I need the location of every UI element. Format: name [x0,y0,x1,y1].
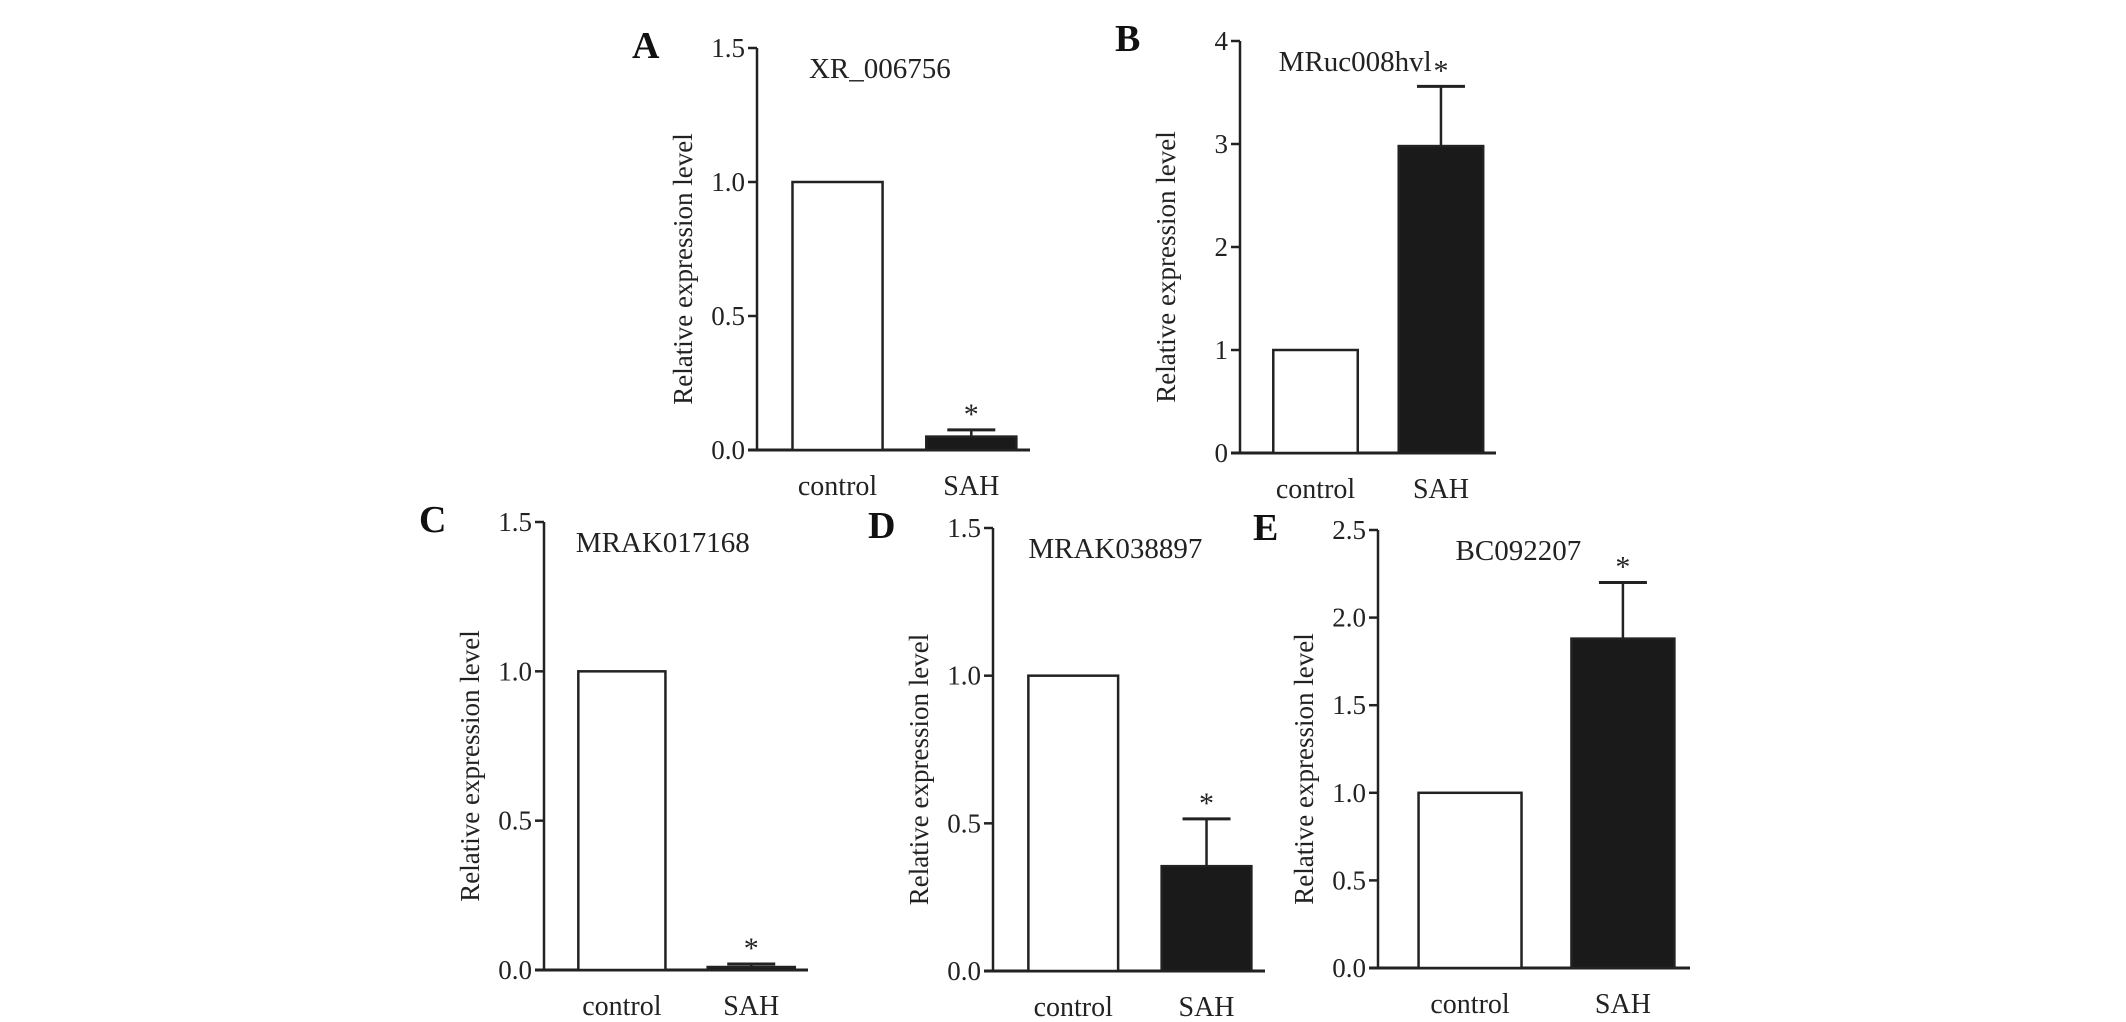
panel-title: BC092207 [1456,535,1582,567]
x-tick-label: control [582,991,662,1022]
y-axis-label: Relative expression level [1289,633,1319,904]
bar-control [1272,348,1360,455]
x-tick-label: control [1034,992,1114,1022]
bar-control [1027,674,1120,973]
bar-control [577,670,667,972]
y-tick-label: 1.5 [498,507,532,537]
y-tick-label: 0.0 [498,955,532,985]
x-tick-label: control [1430,989,1510,1020]
x-tick-label: control [798,471,878,502]
y-axis-label: Relative expression level [904,634,934,905]
significance-marker: * [964,398,979,431]
y-tick-label: 0.0 [947,956,981,986]
y-tick-label: 1 [1215,335,1229,365]
y-tick-label: 2.5 [1332,515,1366,545]
y-tick-label: 0.0 [1332,953,1366,983]
x-tick-label: SAH [1413,474,1469,505]
significance-marker: * [1199,787,1214,820]
y-tick-label: 1.5 [711,33,745,63]
panel-title: MRAK017168 [576,527,750,559]
panel-label: A [632,25,660,67]
y-tick-label: 3 [1215,129,1229,159]
y-tick-label: 0.0 [711,435,745,465]
bar-sah [706,965,797,972]
y-tick-label: 2 [1215,232,1229,262]
panel-title: XR_006756 [809,53,951,85]
panel-b: 0 1 2 3 4 Relative expression level B MRuc008hv… [1115,18,1496,505]
y-tick-label: 0 [1215,438,1229,468]
significance-marker: * [1433,54,1448,87]
bar-sah [1397,144,1485,455]
panel-label: E [1253,507,1278,549]
y-tick-label: 0.5 [1332,865,1366,895]
y-tick-label: 2.0 [1332,603,1366,633]
x-tick-label: control [1276,474,1356,505]
x-tick-label: SAH [723,991,779,1022]
bar-control [1417,791,1523,970]
y-tick-label: 1.0 [1332,778,1366,808]
bar-sah [925,435,1018,452]
bar-sah [1160,864,1253,973]
y-tick-label: 4 [1215,26,1229,56]
y-tick-label: 1.0 [711,167,745,197]
y-axis-label: Relative expression level [455,630,485,901]
bar-sah [1570,637,1676,970]
x-tick-label: SAH [1179,992,1235,1022]
y-axis-label: Relative expression level [1151,131,1181,402]
x-tick-label: SAH [943,471,999,502]
y-tick-label: 1.0 [947,661,981,691]
y-tick-label: 0.5 [947,808,981,838]
y-tick-label: 0.5 [498,806,532,836]
panel-label: C [419,499,446,541]
panel-label: B [1115,18,1140,60]
y-tick-label: 1.5 [947,513,981,543]
y-tick-label: 1.0 [498,656,532,686]
panel-c: 0.0 0.5 1.0 1.5 Relative expression level C MR… [419,499,808,1022]
x-tick-label: SAH [1595,989,1651,1020]
panel-a: 0.0 0.5 1.0 1.5 Relative expression level A XR… [632,25,1030,502]
y-axis-label: Relative expression level [668,133,698,404]
panel-e: 0.0 0.5 1.0 1.5 2.0 2.5 Relative expression le… [1253,507,1690,1020]
significance-marker: * [744,932,759,965]
panel-title: MRuc008hvl [1279,46,1432,78]
panel-title: MRAK038897 [1028,533,1202,565]
panel-d: 0.0 0.5 1.0 1.5 Relative expression level D MR… [868,505,1265,1022]
panel-label: D [868,505,895,547]
y-tick-label: 0.5 [711,301,745,331]
bar-control [791,180,884,452]
significance-marker: * [1615,551,1630,584]
y-tick-label: 1.5 [1332,690,1366,720]
